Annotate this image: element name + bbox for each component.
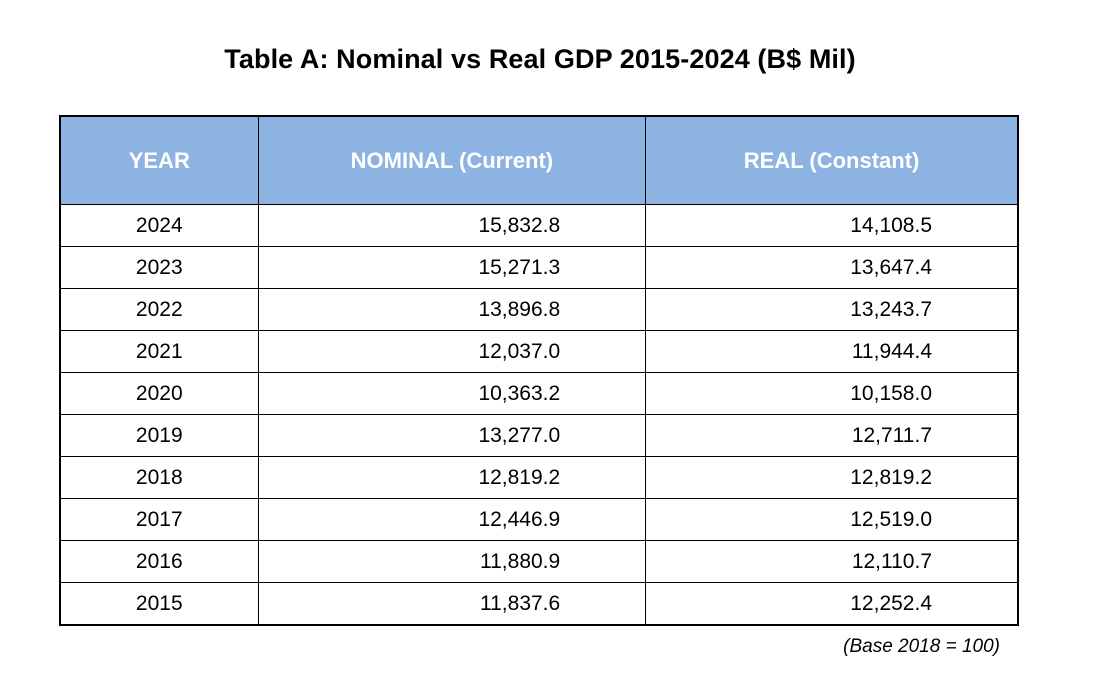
real-cell: 14,108.5 bbox=[645, 204, 1019, 247]
real-cell: 10,158.0 bbox=[645, 372, 1019, 415]
nominal-cell: 13,277.0 bbox=[257, 414, 647, 457]
table-row: 2020 10,363.2 10,158.0 bbox=[59, 372, 1019, 415]
nominal-cell: 12,037.0 bbox=[257, 330, 647, 373]
table-row: 2016 11,880.9 12,110.7 bbox=[59, 540, 1019, 583]
table-row: 2024 15,832.8 14,108.5 bbox=[59, 204, 1019, 247]
header-row: YEAR NOMINAL (Current) REAL (Constant) bbox=[59, 115, 1019, 205]
column-header-real: REAL (Constant) bbox=[645, 115, 1019, 205]
table-row: 2023 15,271.3 13,647.4 bbox=[59, 246, 1019, 289]
nominal-cell: 11,837.6 bbox=[257, 582, 647, 626]
real-cell: 12,711.7 bbox=[645, 414, 1019, 457]
table-row: 2019 13,277.0 12,711.7 bbox=[59, 414, 1019, 457]
year-cell: 2021 bbox=[59, 330, 259, 373]
table-row: 2015 11,837.6 12,252.4 bbox=[59, 582, 1019, 626]
real-cell: 13,647.4 bbox=[645, 246, 1019, 289]
column-header-nominal: NOMINAL (Current) bbox=[257, 115, 647, 205]
real-cell: 12,819.2 bbox=[645, 456, 1019, 499]
table-row: 2017 12,446.9 12,519.0 bbox=[59, 498, 1019, 541]
nominal-cell: 15,271.3 bbox=[257, 246, 647, 289]
year-cell: 2024 bbox=[59, 204, 259, 247]
real-cell: 12,519.0 bbox=[645, 498, 1019, 541]
year-cell: 2020 bbox=[59, 372, 259, 415]
column-header-year: YEAR bbox=[59, 115, 259, 205]
year-cell: 2022 bbox=[59, 288, 259, 331]
nominal-cell: 15,832.8 bbox=[257, 204, 647, 247]
real-cell: 11,944.4 bbox=[645, 330, 1019, 373]
table-title: Table A: Nominal vs Real GDP 2015-2024 (… bbox=[224, 44, 856, 74]
nominal-cell: 10,363.2 bbox=[257, 372, 647, 415]
nominal-cell: 12,446.9 bbox=[257, 498, 647, 541]
base-year-note: (Base 2018 = 100) bbox=[843, 636, 1000, 657]
year-cell: 2018 bbox=[59, 456, 259, 499]
real-cell: 12,110.7 bbox=[645, 540, 1019, 583]
year-cell: 2017 bbox=[59, 498, 259, 541]
year-cell: 2019 bbox=[59, 414, 259, 457]
table-row: 2021 12,037.0 11,944.4 bbox=[59, 330, 1019, 373]
year-cell: 2023 bbox=[59, 246, 259, 289]
year-cell: 2016 bbox=[59, 540, 259, 583]
table-row: 2022 13,896.8 13,243.7 bbox=[59, 288, 1019, 331]
real-cell: 12,252.4 bbox=[645, 582, 1019, 626]
nominal-cell: 11,880.9 bbox=[257, 540, 647, 583]
nominal-cell: 12,819.2 bbox=[257, 456, 647, 499]
table-row: 2018 12,819.2 12,819.2 bbox=[59, 456, 1019, 499]
gdp-table: YEAR NOMINAL (Current) REAL (Constant) 2… bbox=[59, 115, 1019, 626]
real-cell: 13,243.7 bbox=[645, 288, 1019, 331]
nominal-cell: 13,896.8 bbox=[257, 288, 647, 331]
year-cell: 2015 bbox=[59, 582, 259, 626]
